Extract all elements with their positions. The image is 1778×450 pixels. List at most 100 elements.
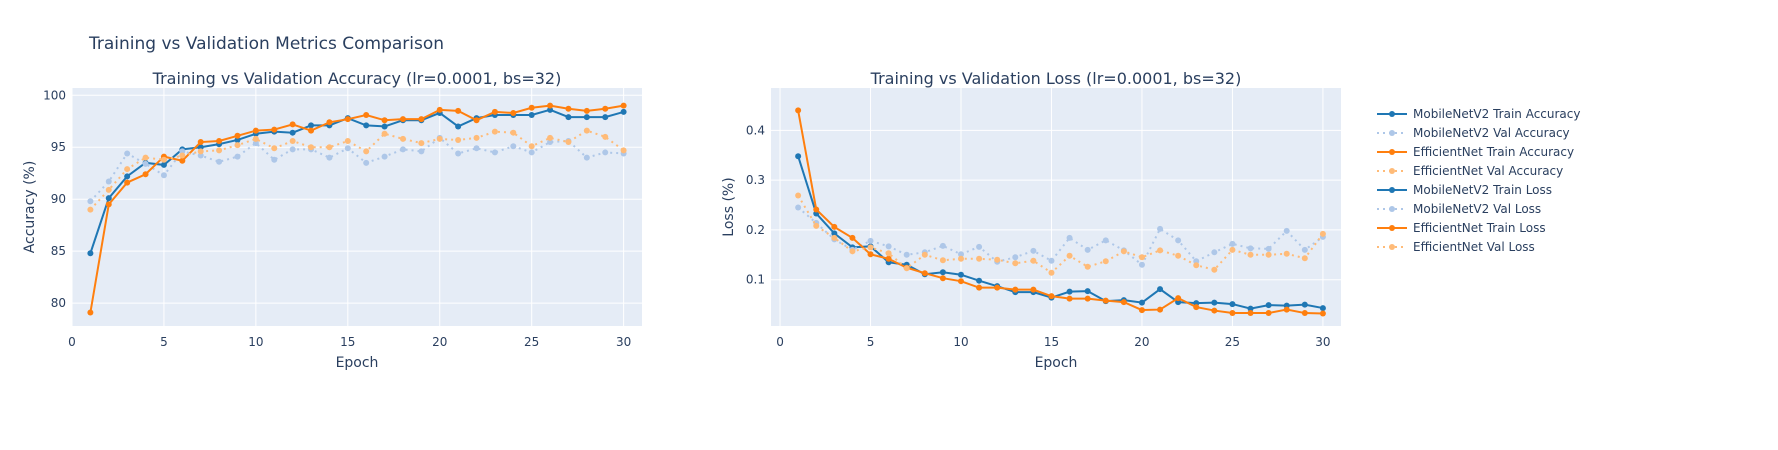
data-point — [160, 156, 167, 163]
legend[interactable]: MobileNetV2 Train Accuracy MobileNetV2 Va… — [1377, 107, 1580, 254]
legend-item-mobilenetv2-val-accuracy[interactable]: MobileNetV2 Val Accuracy — [1377, 126, 1570, 140]
x-tick-label: 30 — [1315, 335, 1330, 349]
data-point — [216, 147, 223, 154]
data-point — [1102, 258, 1109, 265]
data-point — [1283, 306, 1290, 313]
data-point — [1157, 247, 1164, 254]
data-point — [1211, 307, 1218, 314]
data-point — [289, 138, 296, 145]
data-point — [958, 271, 964, 278]
y-tick-label: 0.4 — [746, 123, 765, 137]
data-point — [1012, 260, 1019, 267]
legend-label: EfficientNet Val Loss — [1413, 240, 1535, 254]
x-tick-label: 5 — [867, 335, 875, 349]
data-point — [1175, 295, 1182, 302]
legend-item-efficientnet-val-accuracy[interactable]: EfficientNet Val Accuracy — [1377, 164, 1563, 178]
data-point — [124, 150, 131, 157]
data-point — [1211, 266, 1218, 273]
loss-gridlines — [771, 88, 1341, 326]
data-point — [831, 223, 838, 230]
legend-label: EfficientNet Train Accuracy — [1413, 145, 1574, 159]
data-point — [308, 122, 315, 129]
data-point — [473, 145, 480, 152]
data-point — [1012, 286, 1019, 293]
y-tick-label: 100 — [43, 88, 66, 102]
legend-marker-swatch — [1389, 168, 1395, 174]
data-point — [583, 114, 590, 121]
data-point — [602, 105, 609, 112]
data-point — [252, 127, 259, 134]
legend-item-mobilenetv2-val-loss[interactable]: MobileNetV2 Val Loss — [1377, 202, 1541, 216]
data-point — [1229, 240, 1236, 247]
series-line — [797, 206, 1324, 267]
data-point — [885, 250, 892, 257]
data-point — [179, 157, 186, 164]
series-line — [89, 136, 624, 202]
data-point — [473, 117, 480, 124]
data-point — [326, 144, 333, 151]
data-point — [795, 153, 802, 160]
data-point — [363, 148, 370, 155]
legend-label: EfficientNet Train Loss — [1413, 221, 1546, 235]
data-point — [142, 171, 149, 178]
data-point — [602, 114, 609, 121]
data-point — [252, 140, 259, 147]
data-point — [510, 129, 517, 136]
data-point — [528, 112, 535, 119]
data-point — [795, 204, 802, 211]
data-point — [958, 278, 964, 285]
data-point — [813, 206, 820, 213]
legend-item-efficientnet-train-loss[interactable]: EfficientNet Train Loss — [1377, 221, 1546, 235]
data-point — [197, 144, 204, 151]
data-point — [620, 108, 627, 115]
legend-item-mobilenetv2-train-loss[interactable]: MobileNetV2 Train Loss — [1377, 183, 1552, 197]
data-point — [363, 122, 370, 129]
data-point — [510, 143, 517, 150]
data-point — [1229, 246, 1236, 253]
accuracy-plot-area — [72, 88, 642, 326]
y-tick-label: 0.1 — [746, 273, 765, 287]
legend-item-mobilenetv2-train-accuracy[interactable]: MobileNetV2 Train Accuracy — [1377, 107, 1580, 121]
data-point — [344, 116, 351, 123]
data-point — [418, 140, 425, 147]
data-point — [958, 251, 964, 258]
data-point — [795, 192, 802, 199]
data-point — [491, 108, 498, 115]
data-point — [326, 119, 333, 126]
data-point — [1301, 301, 1308, 308]
data-point — [363, 159, 370, 166]
data-point — [124, 173, 131, 180]
data-point — [418, 148, 425, 155]
data-point — [1175, 252, 1182, 259]
data-point — [1138, 261, 1145, 268]
data-point — [1283, 227, 1290, 234]
loss-x-axis-title: Epoch — [1035, 355, 1078, 371]
data-point — [1229, 310, 1236, 317]
data-point — [1211, 249, 1218, 256]
data-point — [455, 123, 462, 130]
legend-label: MobileNetV2 Train Accuracy — [1413, 107, 1580, 121]
data-point — [1301, 246, 1308, 253]
data-point — [197, 139, 204, 146]
data-point — [142, 154, 149, 161]
legend-marker-swatch — [1389, 244, 1395, 250]
loss-y-axis-title: Loss (%) — [721, 177, 737, 236]
accuracy-chart-title: Training vs Validation Accuracy (lr=0.00… — [152, 69, 562, 88]
data-point — [1030, 257, 1037, 264]
accuracy-chart: 0 5 10 15 20 25 30 80 85 90 95 100 Training vs Vali… — [22, 69, 642, 371]
legend-item-efficientnet-val-loss[interactable]: EfficientNet Val Loss — [1377, 240, 1535, 254]
legend-marker-swatch — [1389, 111, 1395, 117]
data-point — [885, 243, 892, 250]
x-tick-label: 5 — [160, 335, 168, 349]
data-point — [491, 149, 498, 156]
data-point — [1066, 295, 1073, 302]
data-point — [1211, 299, 1218, 306]
data-point — [1048, 293, 1055, 300]
data-point — [87, 309, 94, 316]
data-point — [903, 265, 910, 272]
data-point — [921, 251, 928, 258]
x-tick-label: 25 — [1225, 335, 1240, 349]
legend-item-efficientnet-train-accuracy[interactable]: EfficientNet Train Accuracy — [1377, 145, 1574, 159]
x-tick-label: 10 — [953, 335, 968, 349]
